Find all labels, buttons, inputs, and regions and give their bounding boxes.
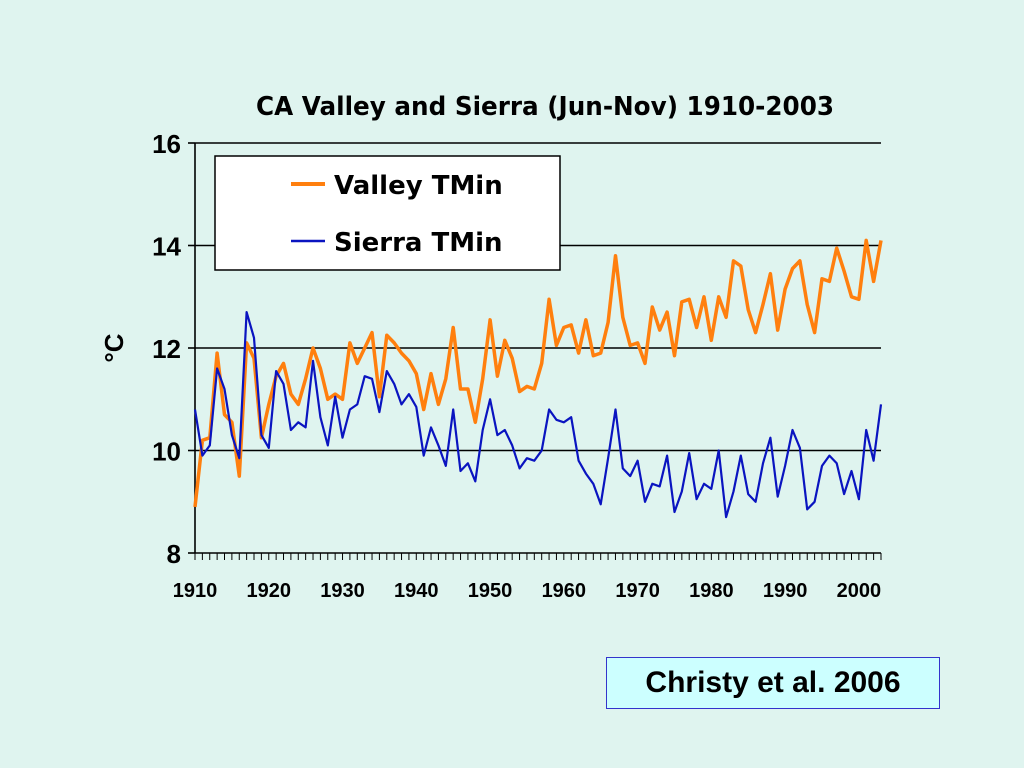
x-tick-label: 2000 bbox=[837, 580, 882, 602]
y-axis-label: °C bbox=[99, 333, 129, 362]
x-tick-label: 1930 bbox=[320, 580, 365, 602]
citation-box: Christy et al. 2006 bbox=[606, 657, 940, 709]
y-tick-label: 12 bbox=[152, 334, 181, 364]
x-tick-label: 1980 bbox=[689, 580, 734, 602]
y-tick-label: 8 bbox=[167, 539, 181, 569]
legend-label-sierra: Sierra TMin bbox=[334, 228, 503, 258]
legend: Valley TMin Sierra TMin bbox=[214, 155, 561, 271]
y-tick-label: 16 bbox=[152, 129, 181, 159]
chart-title: CA Valley and Sierra (Jun-Nov) 1910-2003 bbox=[256, 92, 834, 122]
x-tick-label: 1920 bbox=[247, 580, 292, 602]
x-tick-label: 1990 bbox=[763, 580, 808, 602]
x-tick-label: 1940 bbox=[394, 580, 439, 602]
x-tick-label: 1960 bbox=[542, 580, 587, 602]
series-line-valley-tmin bbox=[193, 238, 883, 508]
series-line-sierra-tmin bbox=[193, 311, 883, 519]
line-chart: CA Valley and Sierra (Jun-Nov) 1910-2003… bbox=[99, 92, 883, 602]
x-tick-label: 1950 bbox=[468, 580, 513, 602]
x-tick-label: 1970 bbox=[615, 580, 660, 602]
y-tick-label: 14 bbox=[152, 232, 181, 262]
legend-box bbox=[214, 155, 561, 271]
x-tick-label: 1910 bbox=[173, 580, 218, 602]
series-layer bbox=[193, 238, 883, 519]
citation-text: Christy et al. 2006 bbox=[645, 666, 901, 699]
legend-label-valley: Valley TMin bbox=[334, 171, 503, 201]
y-tick-label: 10 bbox=[152, 437, 181, 467]
axes: 8 10 12 14 16 1910 1920 1930 1940 1950 1960 1970 198… bbox=[152, 129, 882, 602]
